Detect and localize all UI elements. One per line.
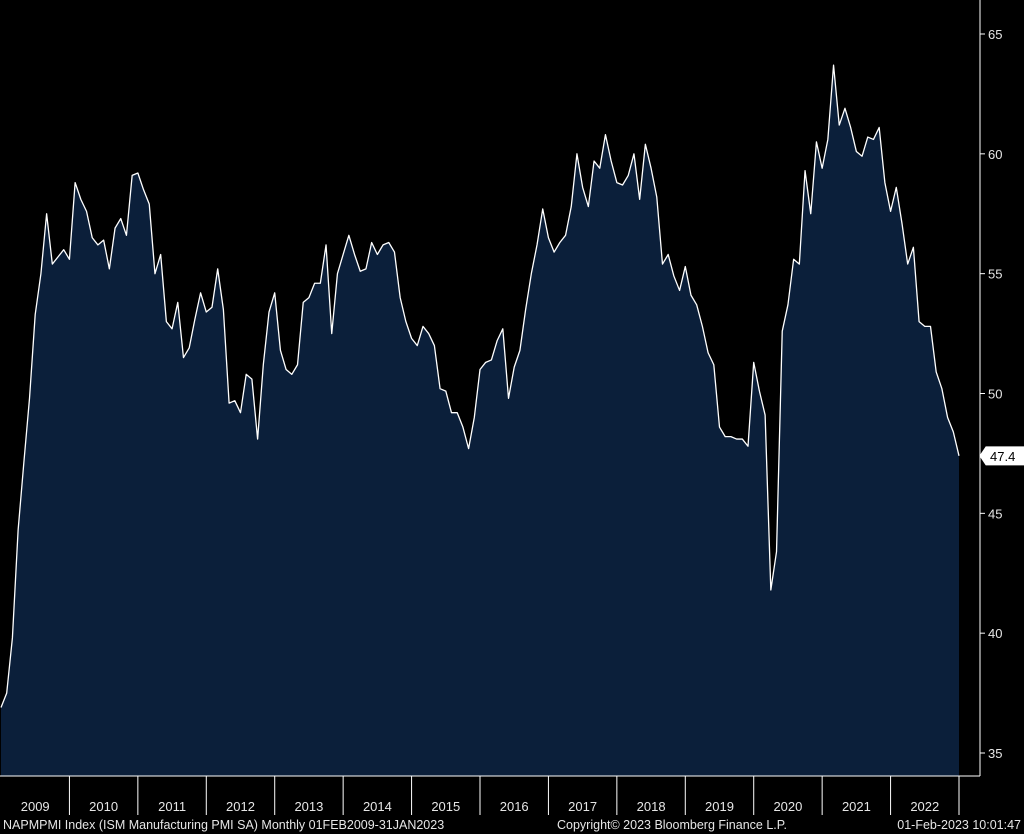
timestamp-text: 01-Feb-2023 10:01:47 xyxy=(897,818,1021,832)
y-tick-label: 45 xyxy=(988,506,1002,521)
copyright-text: Copyright© 2023 Bloomberg Finance L.P. xyxy=(557,818,787,832)
y-tick-label: 40 xyxy=(988,626,1002,641)
last-value-marker: 47.4 xyxy=(979,446,1024,466)
y-axis: 35 40 45 50 55 60 65 xyxy=(979,0,1002,776)
x-year-label: 2012 xyxy=(226,799,255,814)
y-tick-label: 50 xyxy=(988,387,1002,402)
ticker-info-text: NAPMPMI Index (ISM Manufacturing PMI SA)… xyxy=(3,818,444,832)
x-axis: 2009 2010 2011 2012 2013 2014 2015 2016 2017 2018… xyxy=(0,775,980,815)
last-value-label: 47.4 xyxy=(990,449,1015,464)
x-year-label: 2011 xyxy=(158,799,186,814)
x-year-label: 2020 xyxy=(773,799,802,814)
x-year-label: 2019 xyxy=(705,799,734,814)
y-tick-label: 65 xyxy=(988,27,1002,42)
x-year-label: 2022 xyxy=(910,799,939,814)
plot-area xyxy=(0,64,960,776)
y-tick-label: 60 xyxy=(988,147,1002,162)
x-year-label: 2015 xyxy=(431,799,460,814)
chart-footer: NAPMPMI Index (ISM Manufacturing PMI SA)… xyxy=(3,818,1021,832)
x-year-label: 2021 xyxy=(842,799,871,814)
x-year-label: 2016 xyxy=(500,799,529,814)
x-year-label: 2017 xyxy=(568,799,597,814)
series-area-fill xyxy=(1,65,959,776)
x-year-label: 2014 xyxy=(363,799,392,814)
x-year-label: 2010 xyxy=(89,799,118,814)
x-year-label: 2013 xyxy=(294,799,323,814)
x-year-label: 2018 xyxy=(637,799,666,814)
y-tick-label: 35 xyxy=(988,746,1002,761)
last-value-badge xyxy=(979,446,1024,466)
y-tick-label: 55 xyxy=(988,267,1002,282)
series-line xyxy=(0,64,960,708)
x-year-label: 2009 xyxy=(21,799,50,814)
